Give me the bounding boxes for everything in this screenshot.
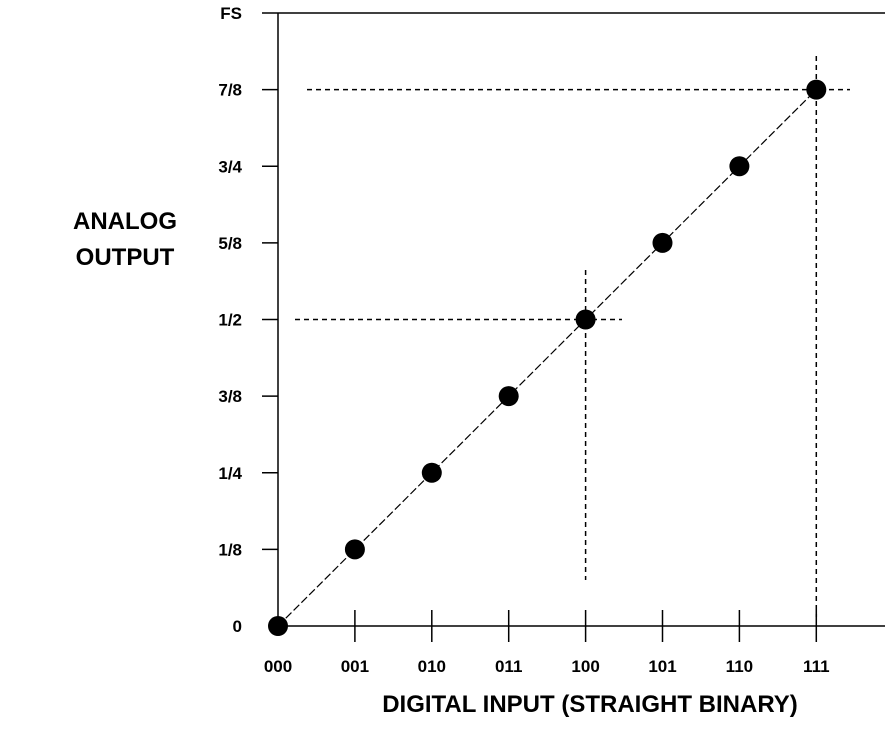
x-tick-label: 101 (648, 657, 676, 676)
data-point (344, 539, 365, 560)
x-tick-label: 010 (418, 657, 446, 676)
tick-labels-group: 0 1/8 1/4 3/8 1/2 5/8 3/4 7/8 FS 000 001 010 011 100 1… (218, 4, 829, 676)
y-tick-label: 7/8 (218, 81, 242, 100)
data-point (421, 462, 442, 483)
data-point (498, 386, 519, 407)
transfer-line-group (277, 89, 817, 627)
data-point (729, 156, 750, 177)
y-tick-label: 5/8 (218, 234, 242, 253)
x-axis-title: DIGITAL INPUT (STRAIGHT BINARY) (382, 691, 798, 718)
y-tick-label: 1/8 (218, 540, 242, 559)
data-point (652, 232, 673, 253)
data-point (806, 79, 827, 100)
y-tick-label: 0 (233, 617, 242, 636)
data-point (575, 309, 596, 330)
y-tick-label: FS (220, 4, 242, 23)
data-point (268, 616, 288, 636)
y-tick-label: 1/2 (218, 311, 242, 330)
x-tick-label: 011 (495, 657, 522, 676)
y-axis-title-line-1: ANALOG (73, 208, 177, 235)
reference-lines-group (295, 56, 850, 617)
y-tick-label: 1/4 (218, 464, 242, 483)
y-tick-label: 3/4 (218, 157, 242, 176)
axes-group (262, 12, 885, 642)
data-points-group (268, 79, 827, 636)
x-tick-label: 111 (803, 657, 830, 676)
x-tick-label: 000 (264, 657, 292, 676)
x-tick-label: 110 (726, 657, 753, 676)
y-axis-title-line-2: OUTPUT (76, 244, 175, 271)
x-tick-label: 001 (341, 657, 369, 676)
y-tick-label: 3/8 (218, 387, 242, 406)
transfer-line (277, 89, 817, 627)
x-tick-label: 100 (571, 657, 599, 676)
